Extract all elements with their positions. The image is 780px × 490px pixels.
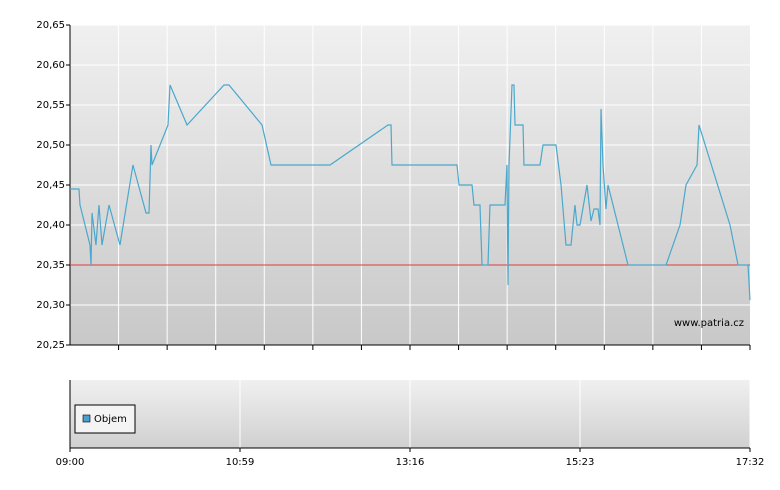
y-tick-label: 20,25 [36, 340, 65, 351]
legend-label: Objem [94, 414, 127, 425]
y-tick-label: 20,35 [36, 260, 65, 271]
y-tick-label: 20,50 [36, 140, 65, 151]
y-tick-label: 20,65 [36, 20, 65, 31]
x-tick-label: 13:16 [396, 457, 425, 468]
legend-swatch [82, 414, 91, 423]
watermark: www.patria.cz [674, 318, 744, 329]
y-tick-label: 20,55 [36, 100, 65, 111]
y-tick-label: 20,45 [36, 180, 65, 191]
y-tick-label: 20,60 [36, 60, 65, 71]
x-tick-label: 10:59 [226, 457, 255, 468]
price-line [70, 84, 751, 301]
y-tick-label: 20,40 [36, 220, 65, 231]
x-tick-label: 17:32 [736, 457, 765, 468]
x-tick-label: 09:00 [56, 457, 85, 468]
x-tick-label: 15:23 [566, 457, 595, 468]
y-tick-label: 20,30 [36, 300, 65, 311]
legend-box [74, 404, 136, 434]
